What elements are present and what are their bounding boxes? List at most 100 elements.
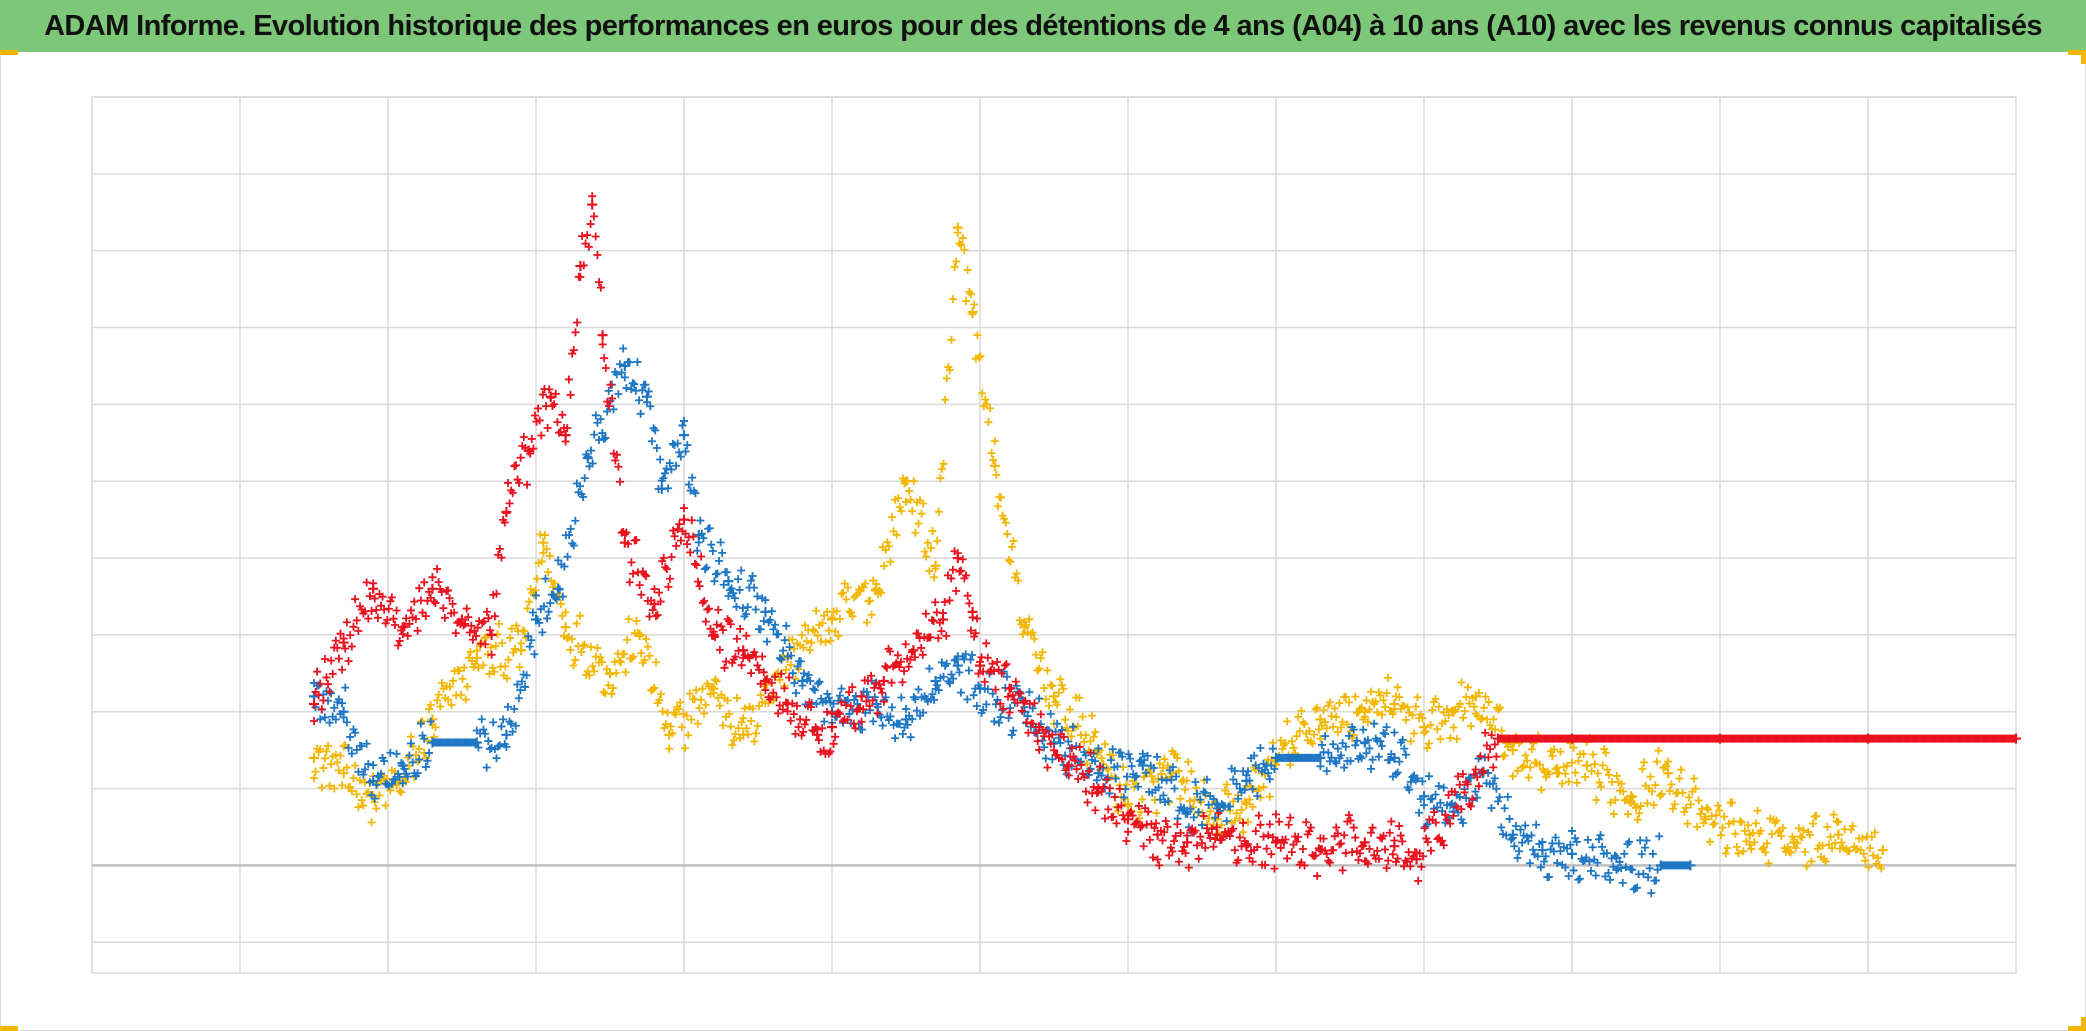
- data-point: [465, 628, 474, 637]
- data-point: [577, 648, 586, 657]
- data-point: [1590, 760, 1599, 769]
- data-point: [1548, 752, 1557, 761]
- data-point: [542, 544, 551, 553]
- data-point: [1636, 802, 1645, 811]
- data-point: [1324, 748, 1333, 757]
- data-point: [1537, 845, 1548, 856]
- data-point: [1134, 801, 1143, 810]
- data-point: [1314, 753, 1323, 762]
- data-point: [711, 675, 720, 684]
- data-point: [973, 614, 982, 623]
- data-point: [735, 585, 744, 594]
- data-point: [571, 656, 580, 665]
- data-point: [679, 514, 689, 525]
- data-point: [1756, 826, 1765, 835]
- data-point: [387, 779, 396, 788]
- data-point: [1300, 861, 1309, 870]
- data-point: [1056, 675, 1065, 684]
- series-2: [309, 344, 1696, 898]
- data-point: [598, 340, 607, 349]
- data-point: [997, 669, 1006, 678]
- data-point: [1436, 798, 1445, 807]
- data-point: [1373, 846, 1382, 855]
- data-point: [751, 729, 760, 738]
- data-point: [858, 725, 867, 734]
- data-point: [1368, 755, 1377, 764]
- data-point: [1276, 736, 1285, 745]
- data-point: [1640, 843, 1649, 852]
- data-point: [1473, 773, 1482, 782]
- data-point: [715, 645, 724, 654]
- data-point: [552, 595, 561, 604]
- data-point: [1160, 755, 1169, 764]
- data-point: [709, 627, 718, 636]
- data-point: [1712, 811, 1721, 820]
- data-point: [809, 684, 818, 693]
- data-point: [313, 667, 322, 676]
- data-point: [1527, 831, 1536, 840]
- data-point: [1298, 845, 1307, 854]
- data-point: [1462, 692, 1471, 701]
- data-point: [1239, 818, 1248, 827]
- data-point: [1381, 729, 1390, 738]
- data-point: [612, 669, 621, 678]
- data-point: [495, 544, 504, 553]
- data-point: [693, 546, 702, 555]
- data-point: [1491, 725, 1500, 734]
- data-point: [1579, 749, 1588, 758]
- data-point: [342, 718, 351, 727]
- data-point: [966, 290, 975, 299]
- data-point: [447, 700, 456, 709]
- data-point: [367, 606, 376, 615]
- data-point: [561, 608, 570, 617]
- data-point: [1046, 709, 1055, 718]
- data-point: [747, 669, 756, 678]
- data-point: [996, 713, 1005, 722]
- data-point: [1002, 672, 1011, 681]
- data-point: [1471, 787, 1480, 796]
- data-point: [1411, 702, 1420, 711]
- data-point: [1139, 842, 1148, 851]
- data-point: [676, 452, 685, 461]
- data-point: [807, 638, 816, 647]
- data-point: [1111, 774, 1120, 783]
- data-point: [1322, 724, 1331, 733]
- data-point: [543, 614, 552, 623]
- data-point: [782, 665, 791, 674]
- data-point: [665, 574, 674, 583]
- data-point: [486, 626, 495, 635]
- data-point: [1620, 796, 1629, 805]
- data-point: [1005, 708, 1014, 717]
- data-point: [646, 402, 655, 411]
- data-point: [563, 552, 572, 561]
- data-point: [950, 262, 959, 271]
- data-point: [726, 722, 735, 731]
- data-point: [334, 654, 343, 663]
- data-point: [747, 716, 756, 725]
- data-point: [806, 676, 815, 685]
- data-point: [629, 569, 638, 578]
- data-point: [1619, 787, 1628, 796]
- data-point: [1421, 727, 1430, 736]
- data-point: [1086, 748, 1095, 757]
- data-point: [756, 679, 765, 688]
- data-point: [1325, 698, 1334, 707]
- data-point: [701, 565, 710, 574]
- data-point: [511, 461, 520, 470]
- data-point: [976, 352, 985, 361]
- data-point: [591, 411, 600, 420]
- data-point: [1014, 576, 1023, 585]
- data-point: [320, 713, 329, 722]
- data-point: [926, 633, 935, 642]
- data-point: [731, 652, 740, 661]
- data-point: [1008, 691, 1017, 700]
- data-point: [810, 686, 819, 695]
- data-point: [338, 781, 347, 790]
- data-point: [492, 589, 501, 598]
- data-point: [543, 424, 552, 433]
- data-point: [555, 585, 564, 594]
- data-point: [1602, 849, 1611, 858]
- data-point: [1135, 757, 1144, 766]
- data-point: [630, 380, 639, 389]
- data-point: [1344, 731, 1353, 740]
